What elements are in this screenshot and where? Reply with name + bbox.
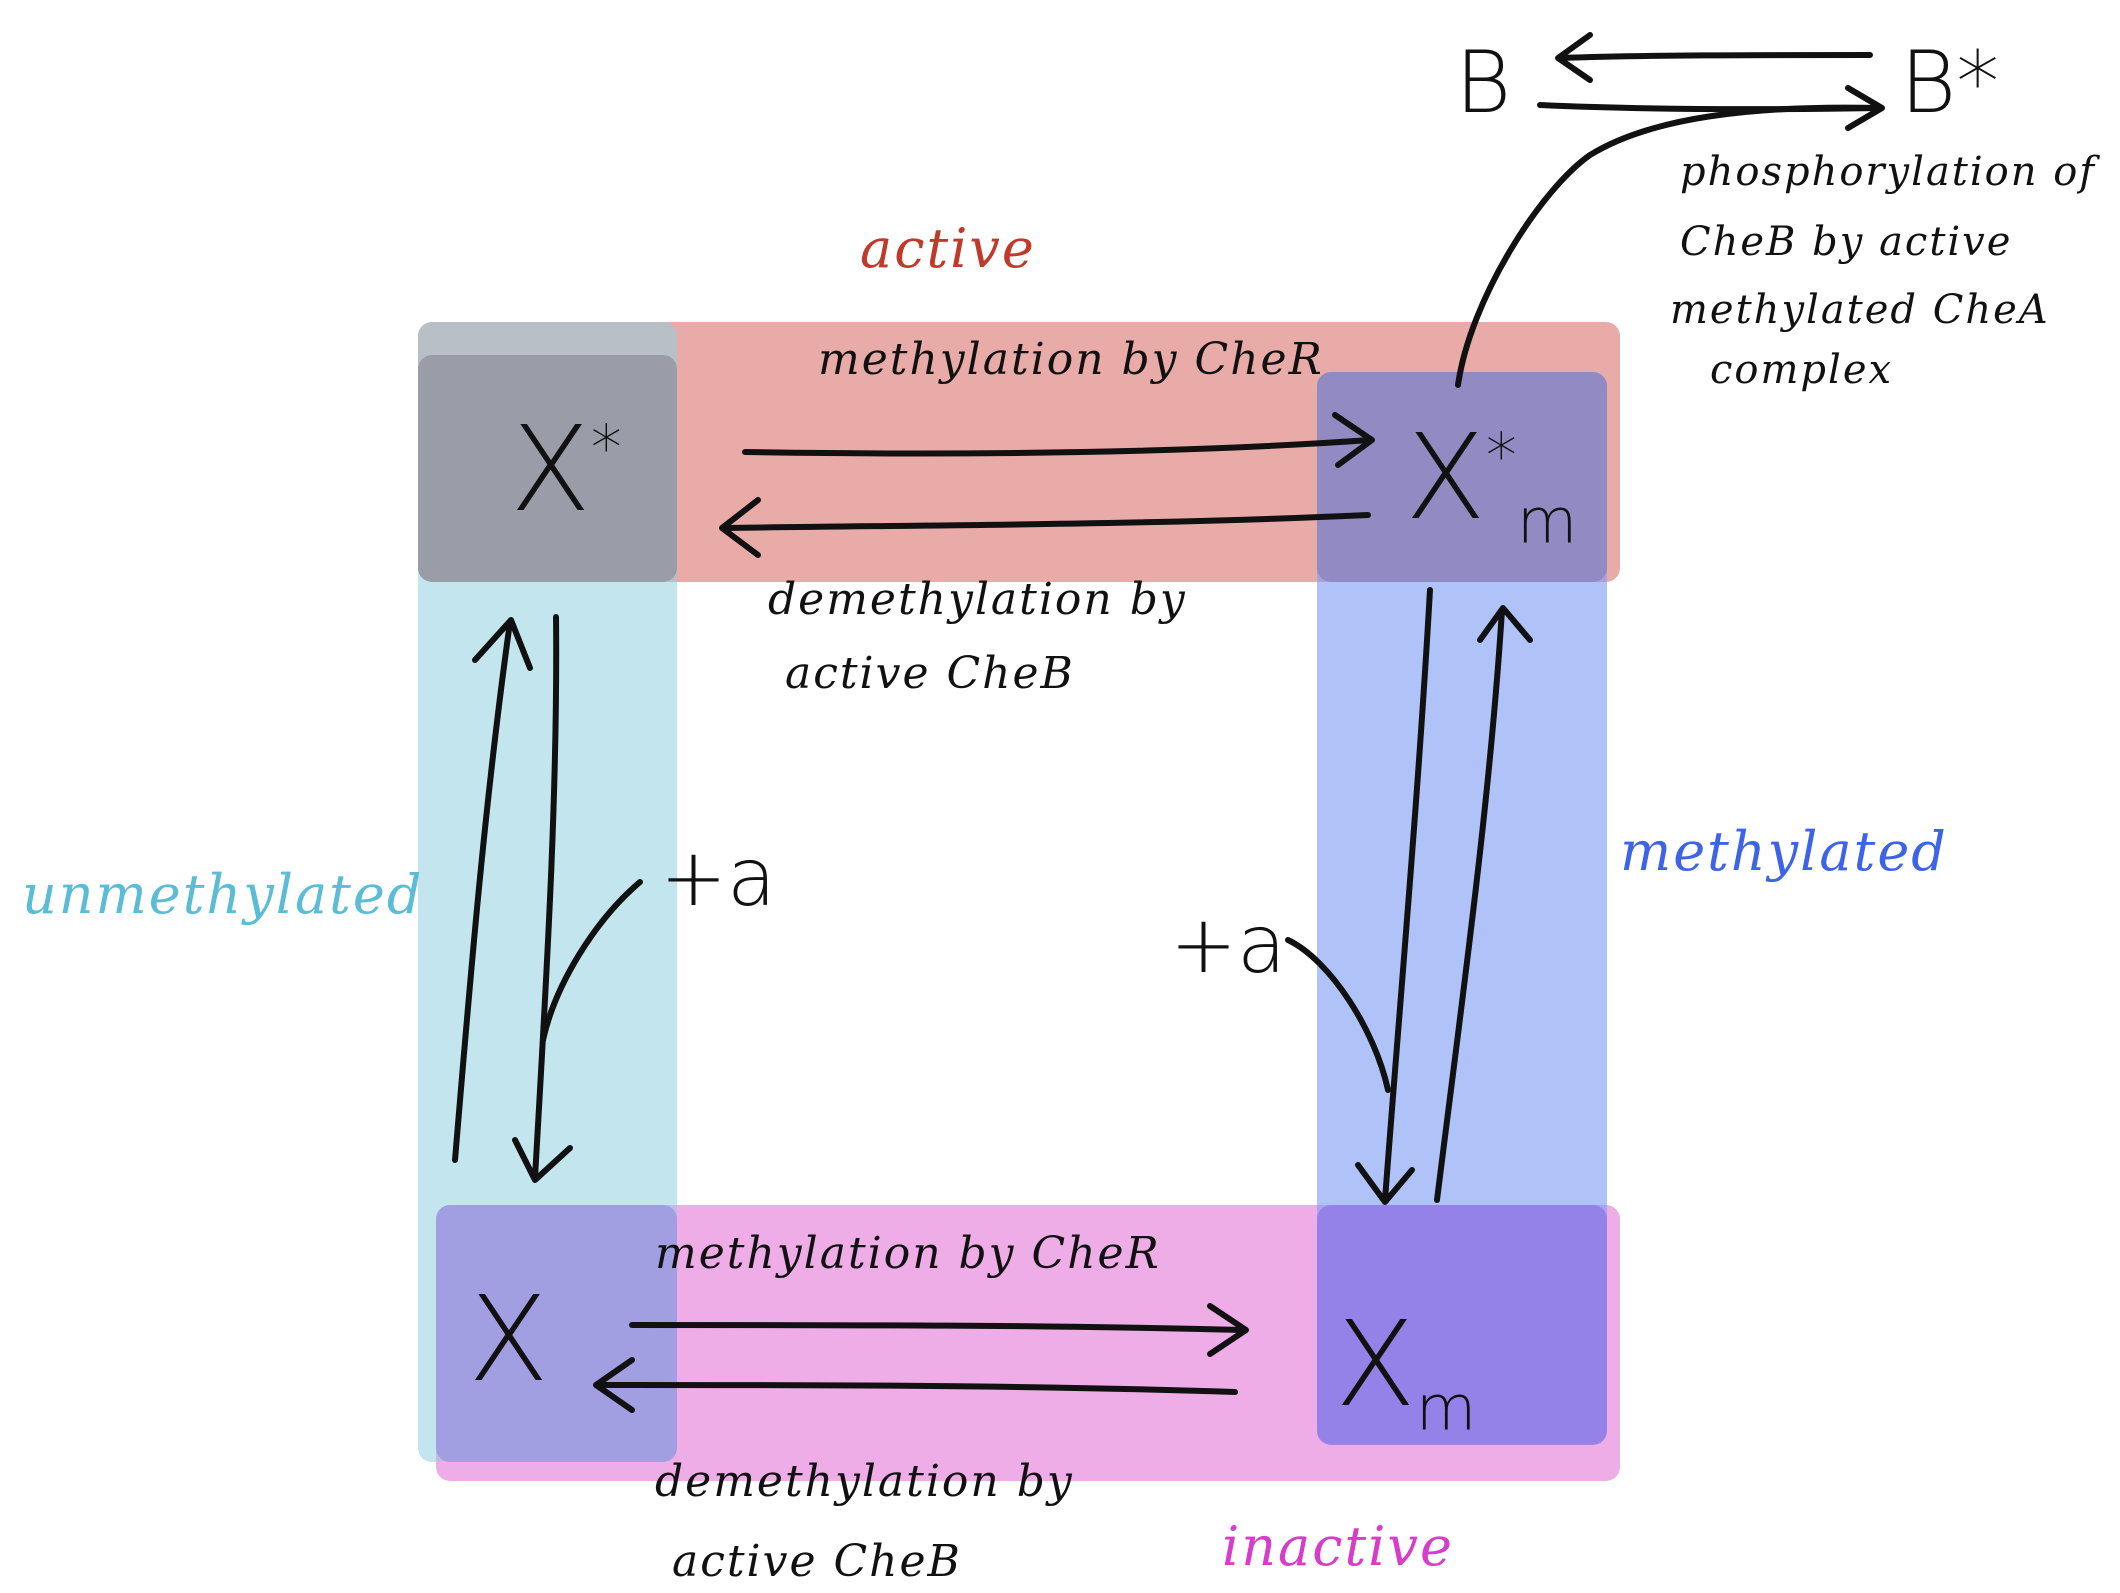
xm-star-box <box>1317 372 1607 582</box>
left-up-arrow <box>452 619 513 1163</box>
bottom-demethylation-label-1: demethylation by <box>655 1456 1074 1507</box>
cheb-b-star: B* <box>1900 33 2000 133</box>
top-demethylation-label-2: active CheB <box>785 648 1075 699</box>
phosphorylation-note-4: complex <box>1710 347 1894 393</box>
top-demethylation-arrow <box>722 512 1371 531</box>
top-methylation-arrow <box>742 437 1373 457</box>
label-methylated: methylated <box>1620 820 1948 883</box>
left-plus-a-arrow <box>540 879 643 1043</box>
right-plus-a-arrow <box>1285 937 1391 1093</box>
bottom-methylation-arrow <box>629 1322 1248 1333</box>
bottom-demethylation-label-2: active CheB <box>672 1536 962 1587</box>
label-inactive: inactive <box>1222 1515 1454 1578</box>
right-down-arrow <box>1382 587 1433 1203</box>
node-xm-star: X*m <box>1405 408 1578 558</box>
xm-box <box>1317 1205 1607 1445</box>
right-up-arrow <box>1434 607 1505 1203</box>
right-plus-a-label: +a <box>1170 898 1287 991</box>
phosphorylation-note-2: CheB by active <box>1680 219 2013 265</box>
bottom-methylation-label: methylation by CheR <box>655 1228 1161 1279</box>
label-active: active <box>860 217 1036 280</box>
top-demethylation-label-1: demethylation by <box>768 574 1187 625</box>
left-plus-a-label: +a <box>660 831 777 924</box>
cheb-b: B <box>1455 33 1512 133</box>
node-x-star: X* <box>510 400 622 538</box>
x-star-box <box>418 355 677 582</box>
phosphorylation-note-1: phosphorylation of <box>1680 149 2097 195</box>
b-star-to-b-arrow <box>1557 52 1873 61</box>
node-x: X <box>468 1270 549 1408</box>
node-xm: Xm <box>1335 1295 1477 1445</box>
phosphorylation-note-3: methylated CheA <box>1670 287 2050 333</box>
left-down-arrow <box>532 614 560 1181</box>
phosphorylation-link <box>1455 104 1883 388</box>
x-box <box>436 1205 677 1462</box>
top-methylation-label: methylation by CheR <box>818 334 1324 385</box>
bottom-demethylation-arrow <box>595 1382 1238 1395</box>
label-unmethylated: unmethylated <box>22 863 424 926</box>
